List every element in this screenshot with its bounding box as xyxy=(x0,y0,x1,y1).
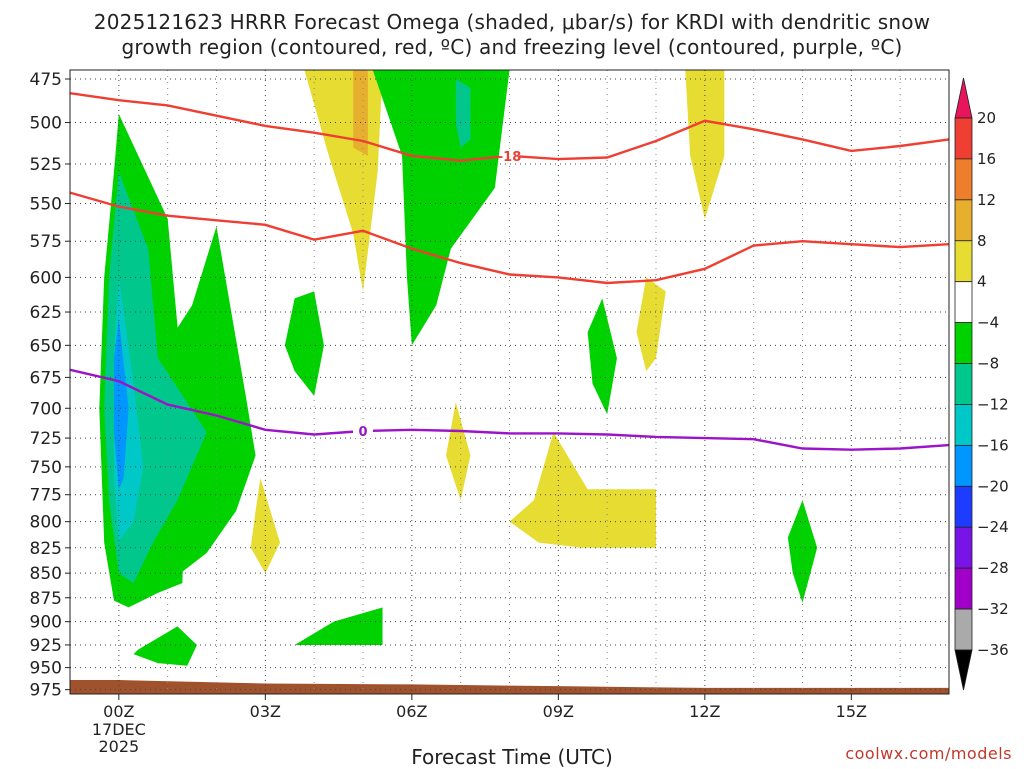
contour-line-1 xyxy=(70,191,949,285)
chart-title-line1: 2025121623 HRRR Forecast Omega (shaded, … xyxy=(93,10,931,34)
omega-positive-region-1 xyxy=(353,70,368,156)
omega-negative-region-7 xyxy=(294,607,383,645)
y-tick-label-525: 525 xyxy=(30,155,62,175)
colorbar-label-13: −36 xyxy=(977,641,1009,659)
colorbar-swatch-7 xyxy=(954,404,973,446)
omega-negative-region-8 xyxy=(372,70,510,346)
colorbar-swatch-8 xyxy=(954,444,973,487)
colorbar-swatch-1 xyxy=(954,158,973,201)
colorbar-swatch-5 xyxy=(954,322,973,364)
x-date-line-0: 17DEC xyxy=(92,720,146,739)
omega-positive-region-2 xyxy=(685,70,725,219)
colorbar-swatch-10 xyxy=(954,526,973,569)
x-tick-label-12Z: 12Z xyxy=(689,702,720,721)
contour-label-2: 0 xyxy=(358,425,367,440)
colorbar-bottom-triangle xyxy=(954,649,973,691)
colorbar-swatch-0 xyxy=(954,117,973,160)
colorbar-swatch-2 xyxy=(954,199,973,242)
colorbar-label-12: −32 xyxy=(977,600,1009,618)
colorbar-top-triangle xyxy=(954,77,973,119)
colorbar-label-6: −8 xyxy=(977,355,999,373)
plot-frame xyxy=(69,69,950,695)
omega-positive-region-4 xyxy=(446,402,471,501)
colorbar-label-7: −12 xyxy=(977,395,1009,413)
y-tick-label-800: 800 xyxy=(30,513,62,533)
colorbar-label-8: −16 xyxy=(977,436,1009,454)
x-tick-label-09Z: 09Z xyxy=(543,702,574,721)
y-tick-label-475: 475 xyxy=(30,70,62,90)
y-tick-label-500: 500 xyxy=(30,114,62,134)
y-tick-label-825: 825 xyxy=(30,539,62,559)
omega-negative-region-9 xyxy=(455,78,471,148)
y-tick-label-675: 675 xyxy=(30,368,62,388)
omega-positive-region-3 xyxy=(636,277,666,372)
colorbar-swatch-12 xyxy=(954,608,973,651)
y-tick-label-700: 700 xyxy=(30,399,62,419)
y-tick-label-550: 550 xyxy=(30,194,62,214)
y-tick-label-725: 725 xyxy=(30,429,62,449)
y-tick-label-925: 925 xyxy=(30,636,62,656)
omega-negative-region-6 xyxy=(284,291,324,397)
x-axis-label: Forecast Time (UTC) xyxy=(411,745,613,769)
y-tick-label-950: 950 xyxy=(30,659,62,679)
terrain-surface xyxy=(70,680,949,694)
colorbar-label-2: 12 xyxy=(977,191,996,209)
contour-label-bg-2 xyxy=(353,424,373,439)
y-tick-label-775: 775 xyxy=(30,486,62,506)
x-tick-label-03Z: 03Z xyxy=(250,702,281,721)
omega-negative-region-4 xyxy=(113,318,129,490)
omega-positive-region-0 xyxy=(304,70,383,292)
colorbar-swatch-9 xyxy=(954,485,973,528)
colorbar-swatch-11 xyxy=(954,567,973,610)
y-tick-label-875: 875 xyxy=(30,589,62,609)
omega-negative-region-11 xyxy=(787,500,818,603)
x-date-line-1: 2025 xyxy=(98,737,139,756)
y-tick-label-575: 575 xyxy=(30,232,62,252)
colorbar-label-9: −20 xyxy=(977,477,1009,495)
y-tick-label-975: 975 xyxy=(30,681,62,701)
y-tick-label-900: 900 xyxy=(30,613,62,633)
omega-negative-region-1 xyxy=(157,226,256,584)
omega-negative-region-5 xyxy=(133,626,197,666)
y-tick-label-850: 850 xyxy=(30,564,62,584)
colorbar-swatch-4 xyxy=(954,281,973,324)
omega-negative-region-10 xyxy=(587,298,617,415)
x-tick-label-00Z: 00Z xyxy=(103,702,134,721)
contour-label-0: -18 xyxy=(498,150,522,165)
colorbar-swatch-6 xyxy=(954,363,973,405)
y-tick-label-600: 600 xyxy=(30,268,62,288)
y-tick-label-625: 625 xyxy=(30,303,62,323)
x-tick-label-06Z: 06Z xyxy=(396,702,427,721)
watermark: coolwx.com/models xyxy=(845,744,1012,763)
colorbar-label-0: 20 xyxy=(977,109,996,127)
chart-title-line2: growth region (contoured, red, ºC) and f… xyxy=(121,35,903,59)
colorbar-label-3: 8 xyxy=(977,232,987,250)
contour-line-2 xyxy=(70,368,949,451)
y-tick-label-750: 750 xyxy=(30,458,62,478)
colorbar-swatch-3 xyxy=(954,240,973,283)
colorbar-label-10: −24 xyxy=(977,518,1009,536)
omega-positive-region-5 xyxy=(509,432,656,548)
colorbar-label-1: 16 xyxy=(977,150,996,168)
colorbar-label-11: −28 xyxy=(977,559,1009,577)
colorbar-label-4: 4 xyxy=(977,273,987,291)
contour-label-bg-0 xyxy=(499,148,520,163)
x-tick-label-15Z: 15Z xyxy=(836,702,867,721)
y-tick-label-650: 650 xyxy=(30,336,62,356)
colorbar-label-5: −4 xyxy=(977,314,999,332)
